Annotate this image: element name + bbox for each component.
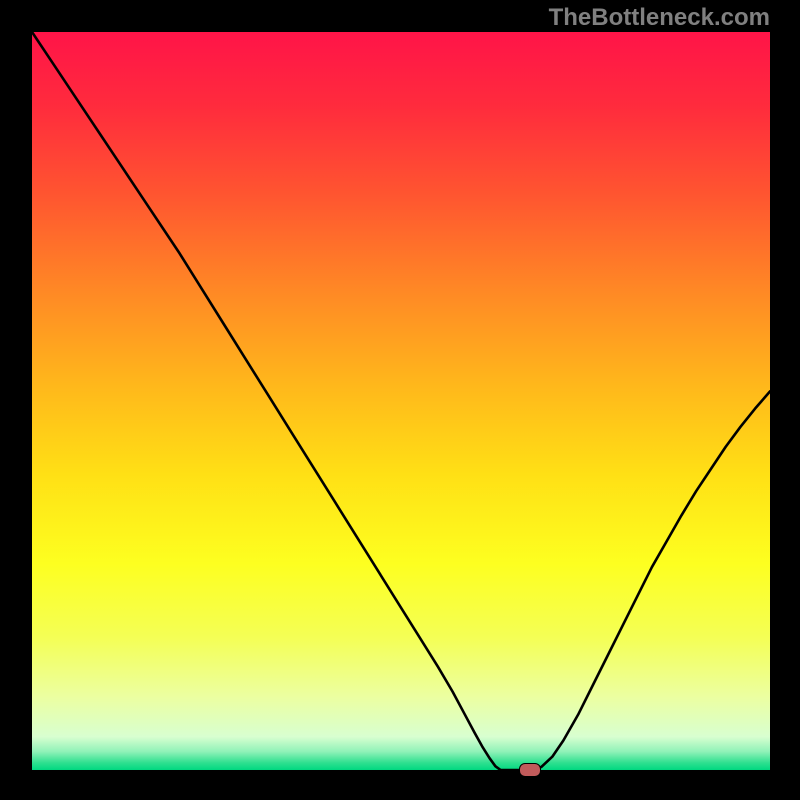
watermark-text: TheBottleneck.com	[549, 4, 770, 32]
plot-area	[32, 32, 770, 770]
optimal-point-marker	[519, 763, 541, 777]
bottleneck-curve	[32, 32, 770, 770]
chart-container: TheBottleneck.com	[0, 0, 800, 800]
